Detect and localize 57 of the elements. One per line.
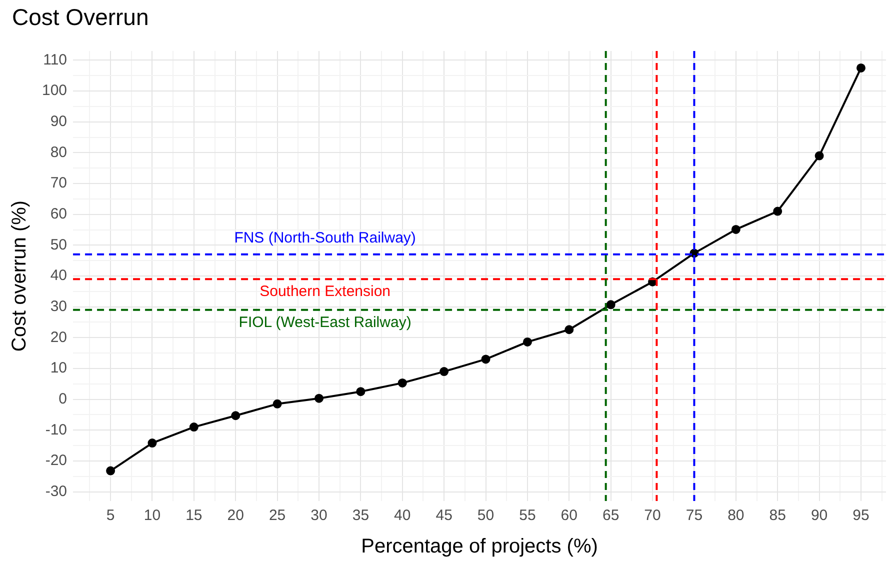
ref-line-label: FNS (North-South Railway) [234, 230, 416, 247]
y-tick-label: 50 [50, 236, 68, 254]
x-axis-title: Percentage of projects (%) [361, 536, 598, 558]
point [189, 422, 198, 432]
x-tick-label: 20 [227, 507, 244, 524]
ref-line-label: Southern Extension [260, 283, 391, 300]
x-tick-label: 85 [769, 507, 786, 524]
point [231, 411, 240, 420]
x-tick-label: 80 [728, 507, 744, 524]
x-tick-label: 40 [394, 507, 411, 524]
point [606, 300, 616, 310]
point [731, 224, 740, 234]
x-tick-label: 45 [436, 507, 452, 524]
y-axis-title: Cost overrun (%) [8, 200, 31, 352]
y-tick-label: 40 [50, 267, 68, 284]
point [814, 151, 824, 160]
x-tick-label: 50 [477, 507, 494, 524]
point [398, 378, 407, 388]
x-tick-label: 75 [686, 507, 703, 524]
y-tick-label: 90 [50, 113, 68, 130]
y-tick-label: 60 [50, 205, 68, 222]
y-tick-label: 20 [50, 328, 68, 346]
y-tick-label: 0 [58, 390, 68, 408]
x-tick-label: 25 [268, 507, 286, 524]
point [522, 337, 532, 346]
point [856, 63, 866, 72]
point [106, 466, 116, 476]
x-tick-label: 60 [560, 507, 578, 524]
x-tick-label: 70 [644, 507, 661, 524]
y-tick-label: 110 [43, 51, 68, 68]
y-tick-label: 70 [50, 174, 68, 192]
x-tick-label: 65 [602, 507, 620, 524]
point [148, 438, 157, 448]
y-tick-label: 30 [50, 298, 68, 315]
point [481, 354, 490, 364]
x-tick-label: 35 [352, 507, 370, 524]
x-tick-label: 10 [144, 507, 161, 524]
x-tick-label: 90 [810, 507, 828, 524]
point [356, 387, 366, 396]
point [773, 206, 782, 216]
y-tick-label: -30 [45, 482, 68, 500]
chart-title: Cost Overrun [12, 4, 149, 31]
point [440, 367, 449, 376]
y-tick-label: -10 [45, 421, 68, 438]
point [272, 399, 282, 408]
x-tick-label: 95 [852, 507, 870, 524]
x-tick-label: 55 [519, 507, 536, 524]
ref-line-label: FIOL (West-East Railway) [238, 314, 412, 332]
y-tick-label: 10 [50, 360, 68, 377]
x-tick-label: 30 [310, 507, 328, 524]
y-tick-label: -20 [45, 452, 68, 470]
y-tick-label: 100 [42, 82, 68, 100]
x-tick-label: 15 [186, 507, 202, 524]
point [314, 394, 324, 403]
x-tick-label: 5 [106, 507, 115, 524]
point [564, 325, 574, 334]
y-tick-label: 80 [50, 144, 68, 161]
